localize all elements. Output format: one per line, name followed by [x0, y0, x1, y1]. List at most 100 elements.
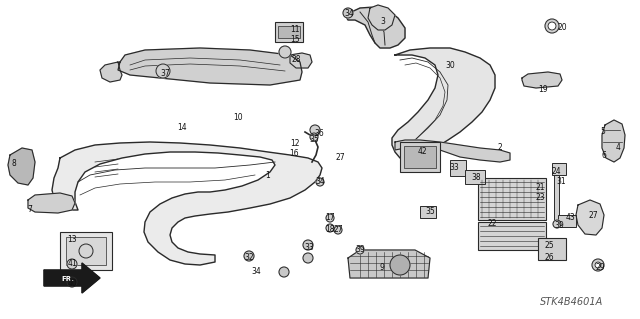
Text: 15: 15	[290, 35, 300, 44]
Text: 42: 42	[417, 146, 427, 155]
Text: FR.: FR.	[61, 276, 74, 282]
Text: 29: 29	[595, 263, 605, 272]
Circle shape	[316, 178, 324, 186]
Text: 2: 2	[498, 144, 502, 152]
Text: 34: 34	[344, 10, 354, 19]
Polygon shape	[602, 120, 625, 162]
Circle shape	[545, 19, 559, 33]
Text: 33: 33	[449, 162, 459, 172]
Text: 22: 22	[487, 219, 497, 228]
Text: 16: 16	[289, 149, 299, 158]
Text: 32: 32	[244, 254, 254, 263]
Text: 27: 27	[333, 226, 343, 234]
Circle shape	[592, 259, 604, 271]
Text: 43: 43	[566, 213, 576, 222]
Circle shape	[67, 277, 77, 287]
Circle shape	[310, 133, 318, 141]
Text: 6: 6	[602, 152, 607, 160]
Polygon shape	[345, 7, 405, 48]
Text: 38: 38	[471, 173, 481, 182]
Text: 24: 24	[551, 167, 561, 175]
Text: 10: 10	[233, 114, 243, 122]
Text: 1: 1	[266, 170, 270, 180]
Text: 7: 7	[28, 205, 33, 214]
Circle shape	[244, 251, 254, 261]
Text: 25: 25	[544, 241, 554, 249]
Text: STK4B4601A: STK4B4601A	[540, 297, 604, 307]
Circle shape	[303, 240, 313, 250]
Text: 27: 27	[588, 211, 598, 219]
Bar	[552, 163, 566, 175]
Polygon shape	[368, 5, 395, 30]
Circle shape	[279, 267, 289, 277]
Circle shape	[310, 125, 320, 135]
Text: 14: 14	[177, 123, 187, 132]
Bar	[278, 26, 300, 38]
Text: 39: 39	[355, 246, 365, 255]
Bar	[478, 222, 546, 250]
Text: 11: 11	[291, 25, 300, 33]
Circle shape	[156, 64, 170, 78]
Bar	[404, 146, 436, 168]
Bar	[538, 238, 566, 260]
Circle shape	[343, 8, 353, 18]
Bar	[420, 206, 436, 218]
Text: 35: 35	[425, 207, 435, 217]
Text: 33: 33	[304, 243, 314, 253]
Circle shape	[390, 255, 410, 275]
Text: 13: 13	[67, 235, 77, 244]
Text: 40: 40	[67, 278, 77, 287]
Circle shape	[326, 214, 334, 222]
Polygon shape	[348, 250, 430, 278]
Bar	[478, 178, 546, 220]
Text: 23: 23	[535, 194, 545, 203]
Polygon shape	[392, 48, 495, 158]
Text: 34: 34	[251, 266, 261, 276]
Circle shape	[553, 220, 561, 228]
Circle shape	[279, 46, 291, 58]
Bar	[450, 160, 466, 176]
Text: 9: 9	[380, 263, 385, 272]
Polygon shape	[100, 62, 122, 82]
Bar	[60, 232, 112, 270]
Text: 39: 39	[554, 221, 564, 231]
Bar	[66, 237, 106, 265]
Bar	[554, 175, 559, 220]
Circle shape	[303, 253, 313, 263]
Polygon shape	[395, 140, 510, 162]
Circle shape	[326, 224, 334, 232]
Text: 36: 36	[314, 129, 324, 137]
Circle shape	[595, 262, 601, 268]
Text: 28: 28	[291, 56, 301, 64]
Text: 30: 30	[445, 61, 455, 70]
Bar	[558, 215, 576, 227]
Bar	[400, 142, 440, 172]
Circle shape	[548, 22, 556, 30]
Polygon shape	[8, 148, 35, 185]
Circle shape	[334, 226, 342, 234]
Text: 35: 35	[309, 136, 319, 145]
Text: 20: 20	[557, 24, 567, 33]
Circle shape	[67, 259, 77, 269]
Polygon shape	[52, 142, 322, 265]
Text: 12: 12	[291, 138, 300, 147]
Polygon shape	[28, 193, 75, 213]
Bar	[275, 22, 303, 42]
Polygon shape	[118, 48, 302, 85]
Text: 3: 3	[381, 18, 385, 26]
Text: 5: 5	[600, 128, 605, 137]
Text: 37: 37	[160, 69, 170, 78]
Circle shape	[79, 244, 93, 258]
Text: 21: 21	[535, 182, 545, 191]
Text: 31: 31	[556, 176, 566, 186]
Text: 8: 8	[12, 159, 17, 167]
Text: 18: 18	[325, 225, 335, 234]
Polygon shape	[576, 200, 604, 235]
Text: 17: 17	[325, 213, 335, 222]
Polygon shape	[522, 72, 562, 88]
Polygon shape	[44, 263, 100, 293]
Polygon shape	[290, 53, 312, 68]
Text: 19: 19	[538, 85, 548, 94]
Text: 26: 26	[544, 253, 554, 262]
Text: 34: 34	[315, 177, 325, 187]
